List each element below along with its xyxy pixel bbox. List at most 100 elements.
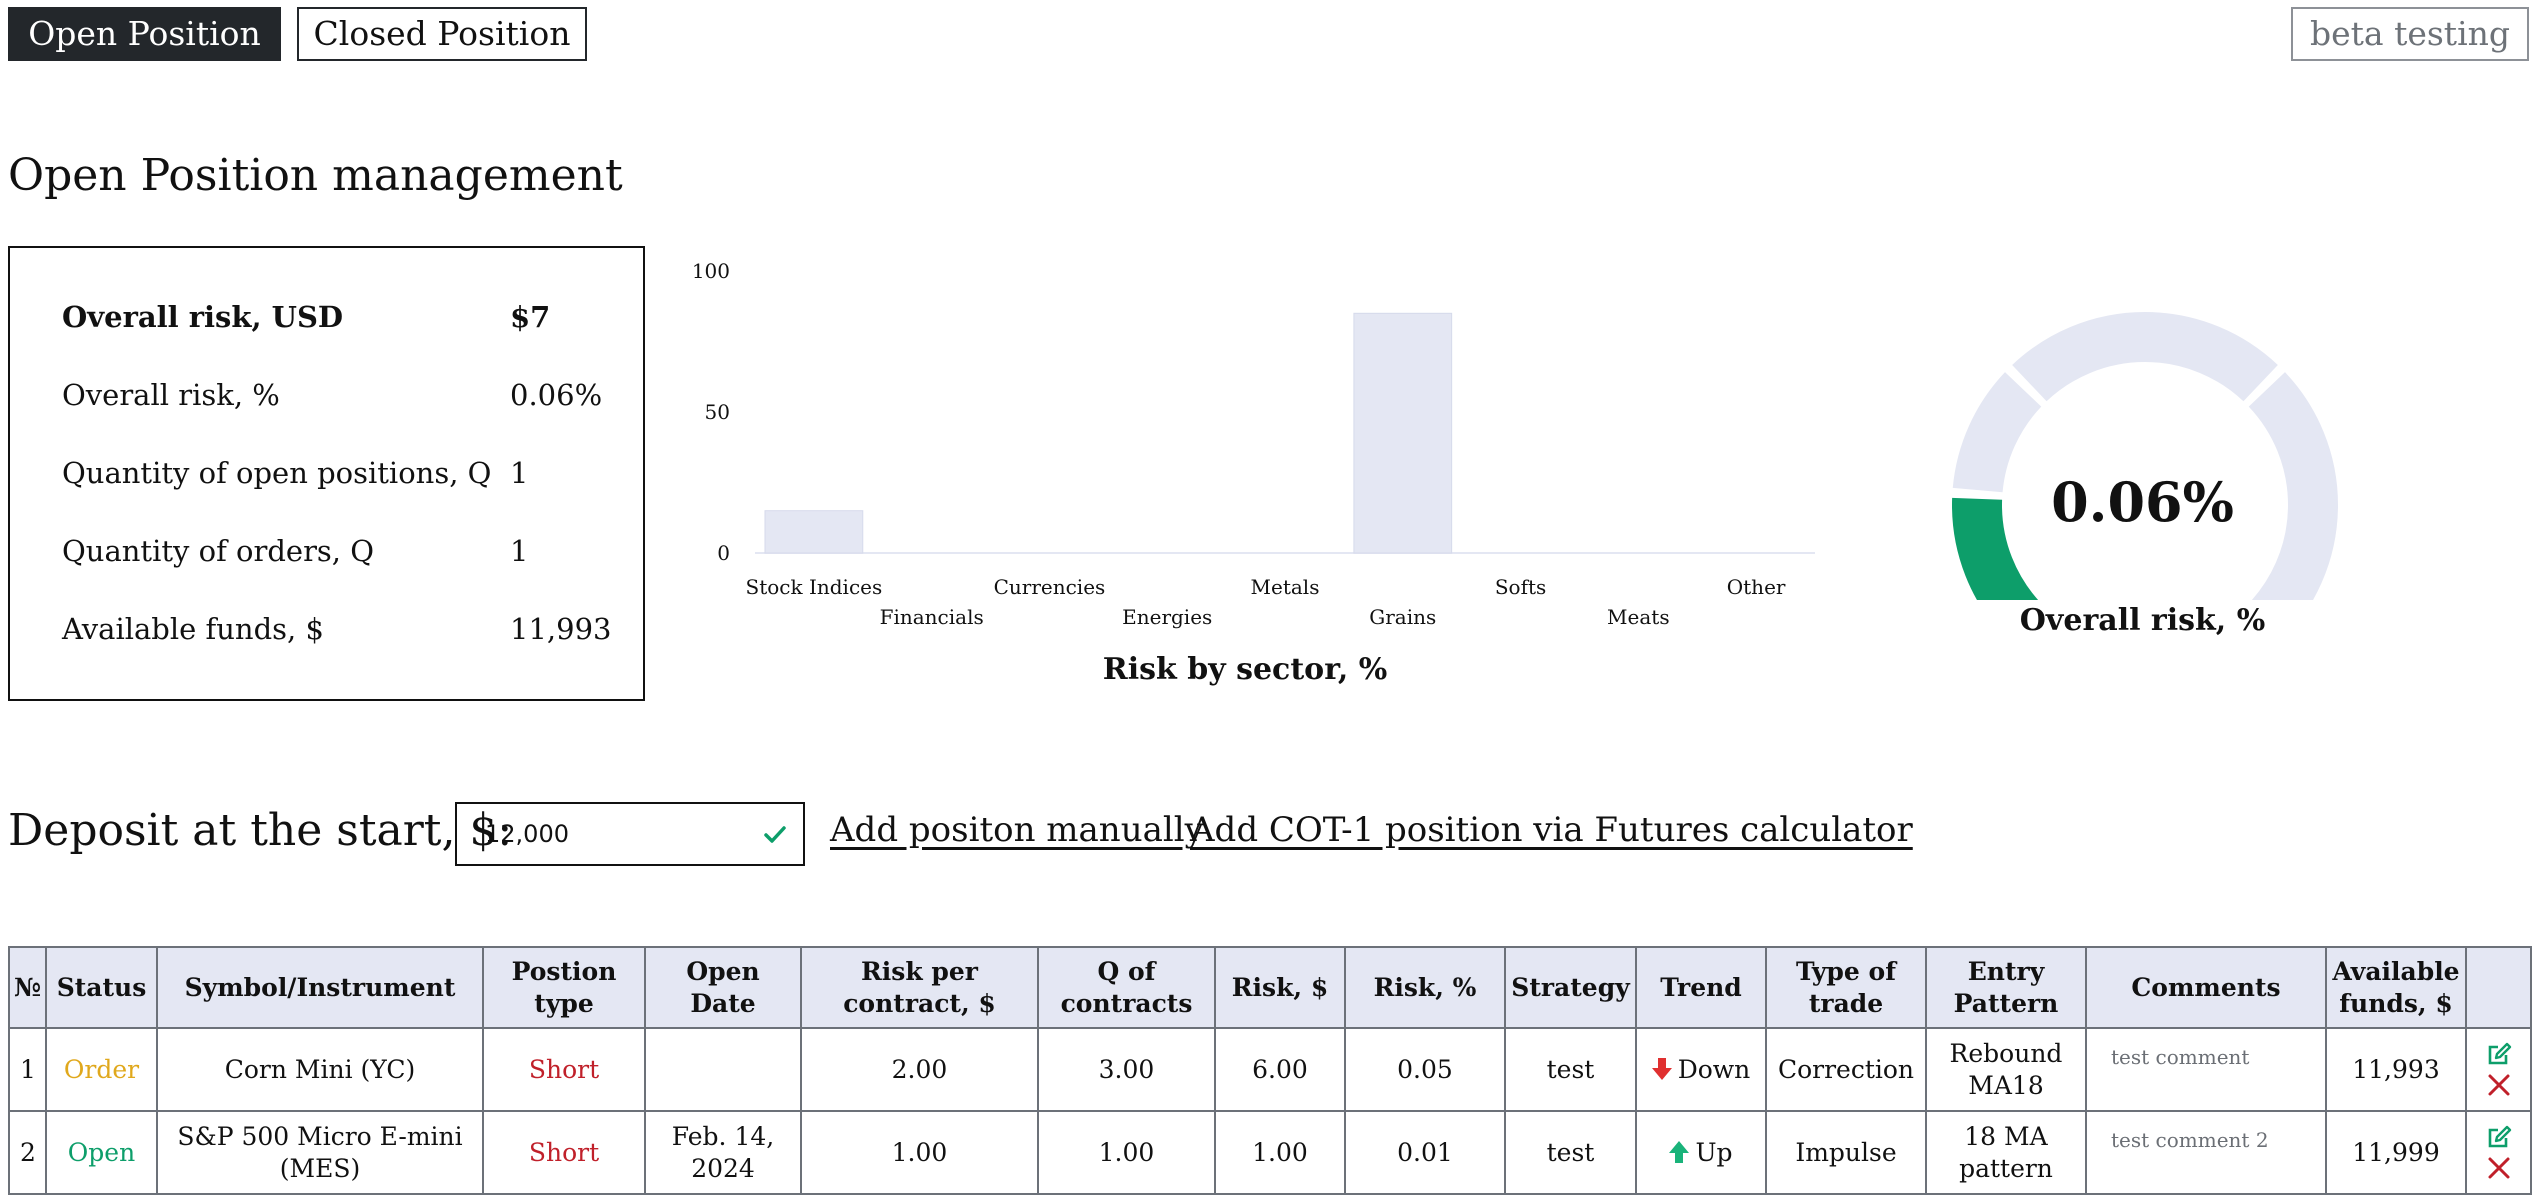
summary-value: 11,993 [510,612,612,646]
chart-title: Risk by sector, % [1102,652,1388,687]
cell-strategy: test [1504,1027,1637,1112]
table-header-row: № Status Symbol/Instrument Postion type … [8,946,2532,1029]
cell-num: 1 [8,1027,47,1112]
gauge-fill-arc [1952,497,2039,600]
cell-actions [2465,1110,2532,1195]
x-tick-label: Softs [1495,575,1546,599]
cell-trend: Up [1635,1110,1767,1195]
trend-label: Down [1677,1054,1751,1084]
check-icon [764,826,786,843]
cell-comments[interactable]: test comment [2085,1027,2327,1112]
header-position-type: Postion type [482,946,646,1029]
cell-type-of-trade: Correction [1765,1027,1927,1112]
arrow-up-icon [1669,1140,1690,1163]
cell-num: 2 [8,1110,47,1195]
cell-symbol: Corn Mini (YC) [156,1027,484,1112]
bar-grains [1353,312,1453,554]
arrow-down-icon [1651,1057,1672,1080]
header-risk-pct: Risk, % [1344,946,1506,1029]
cell-type-of-trade: Impulse [1765,1110,1927,1195]
header-risk-usd: Risk, $ [1214,946,1346,1029]
delete-icon[interactable] [2486,1155,2512,1181]
table-row: 1 Order Corn Mini (YC) Short 2.00 3.00 6… [8,1027,2532,1112]
summary-open-positions: Quantity of open positions, Q 1 [62,453,633,493]
header-open-date: Open Date [644,946,802,1029]
cell-risk-per-contract: 2.00 [800,1027,1039,1112]
cell-trend: Down [1635,1027,1767,1112]
edit-icon[interactable] [2486,1125,2512,1151]
cell-position-type: Short [482,1110,646,1195]
summary-overall-risk-pct: Overall risk, % 0.06% [62,375,633,415]
x-tick-label: Currencies [994,575,1106,599]
summary-label: Overall risk, USD [62,300,344,334]
deposit-label: Deposit at the start, $: [8,805,513,856]
x-tick-label: Energies [1122,605,1212,629]
summary-available-funds: Available funds, $ 11,993 [62,609,633,649]
gauge-value: 0.06% [2051,470,2234,534]
cell-risk-pct: 0.01 [1344,1110,1506,1195]
header-comments: Comments [2085,946,2327,1029]
bar-stock-indices [764,510,864,554]
cell-risk-usd: 1.00 [1214,1110,1346,1195]
cell-available-funds: 11,999 [2325,1110,2467,1195]
summary-label: Quantity of orders, Q [62,534,375,568]
cell-entry-pattern: 18 MA pattern [1925,1110,2087,1195]
header-actions [2465,946,2532,1029]
beta-testing-button[interactable]: beta testing [2291,7,2529,61]
gauge-caption: Overall risk, % [2019,603,2266,638]
cell-risk-usd: 6.00 [1214,1027,1346,1112]
summary-label: Quantity of open positions, Q [62,456,492,490]
header-q-contracts: Q of contracts [1037,946,1216,1029]
gauge-track-segment [2012,312,2278,402]
header-status: Status [45,946,158,1029]
header-available-funds: Available funds, $ [2325,946,2467,1029]
table-row: 2 Open S&P 500 Micro E-mini (MES) Short … [8,1110,2532,1195]
gauge-track-segment [2248,372,2338,600]
cell-available-funds: 11,993 [2325,1027,2467,1112]
x-tick-label: Grains [1369,605,1436,629]
y-tick-label: 0 [717,541,730,565]
overall-risk-gauge [1952,312,2338,600]
deposit-input[interactable] [457,804,803,864]
header-entry-pattern: Entry Pattern [1925,946,2087,1029]
gauge-track-segment [1952,372,2042,493]
cell-actions [2465,1027,2532,1112]
cell-comments[interactable]: test comment 2 [2085,1110,2327,1195]
y-tick-label: 100 [692,259,730,283]
y-tick-label: 50 [705,400,730,424]
cell-open-date: Feb. 14, 2024 [644,1110,802,1195]
cell-position-type: Short [482,1027,646,1112]
deposit-field [455,802,805,866]
header-trend: Trend [1635,946,1767,1029]
cell-entry-pattern: Rebound MA18 [1925,1027,2087,1112]
add-position-manually-link[interactable]: Add positon manually [830,810,1204,850]
risk-by-sector-chart: 0 50 100 Stock Indices Financials Currencies E… [692,259,1815,629]
summary-orders: Quantity of orders, Q 1 [62,531,633,571]
summary-label: Available funds, $ [62,612,324,646]
header-symbol: Symbol/Instrument [156,946,484,1029]
summary-label: Overall risk, % [62,378,280,412]
header-risk-per-contract: Risk per contract, $ [800,946,1039,1029]
tab-open-position[interactable]: Open Position [8,7,281,61]
cell-q-contracts: 3.00 [1037,1027,1216,1112]
add-cot-position-link[interactable]: Add COT-1 position via Futures calculato… [1190,810,1913,850]
x-tick-label: Metals [1251,575,1320,599]
cell-strategy: test [1504,1110,1637,1195]
cell-q-contracts: 1.00 [1037,1110,1216,1195]
x-tick-label: Stock Indices [746,575,883,599]
cell-status: Order [45,1027,158,1112]
tab-closed-position[interactable]: Closed Position [297,7,587,61]
header-strategy: Strategy [1504,946,1637,1029]
delete-icon[interactable] [2486,1072,2512,1098]
cell-risk-per-contract: 1.00 [800,1110,1039,1195]
edit-icon[interactable] [2486,1042,2512,1068]
summary-value: 1 [510,534,529,568]
summary-panel: Overall risk, USD $7 Overall risk, % 0.0… [8,246,645,701]
x-tick-label: Other [1727,575,1786,599]
cell-status: Open [45,1110,158,1195]
summary-overall-risk-usd: Overall risk, USD $7 [62,297,633,337]
summary-value: 0.06% [510,378,603,412]
cell-symbol: S&P 500 Micro E-mini (MES) [156,1110,484,1195]
trend-label: Up [1695,1137,1733,1167]
cell-risk-pct: 0.05 [1344,1027,1506,1112]
